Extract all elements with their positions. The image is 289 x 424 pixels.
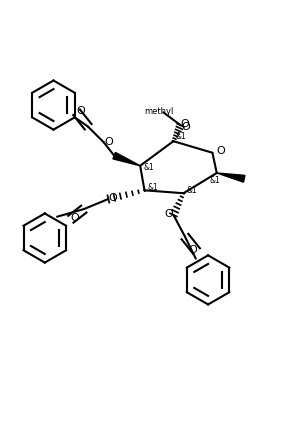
Text: &1: &1: [175, 132, 186, 141]
Text: &1: &1: [187, 186, 198, 195]
Text: O: O: [70, 213, 79, 223]
Text: O: O: [77, 106, 85, 117]
Polygon shape: [113, 152, 140, 166]
Text: O: O: [217, 146, 225, 156]
Text: O: O: [181, 122, 190, 132]
Text: &1: &1: [148, 183, 159, 192]
Text: methyl: methyl: [144, 107, 174, 116]
Text: O: O: [104, 137, 113, 147]
Text: O: O: [165, 209, 173, 219]
Text: &1: &1: [143, 163, 154, 172]
Text: O: O: [181, 119, 189, 129]
Polygon shape: [217, 173, 245, 182]
Text: &1: &1: [210, 176, 221, 185]
Text: O: O: [189, 245, 197, 255]
Text: O: O: [108, 193, 117, 203]
